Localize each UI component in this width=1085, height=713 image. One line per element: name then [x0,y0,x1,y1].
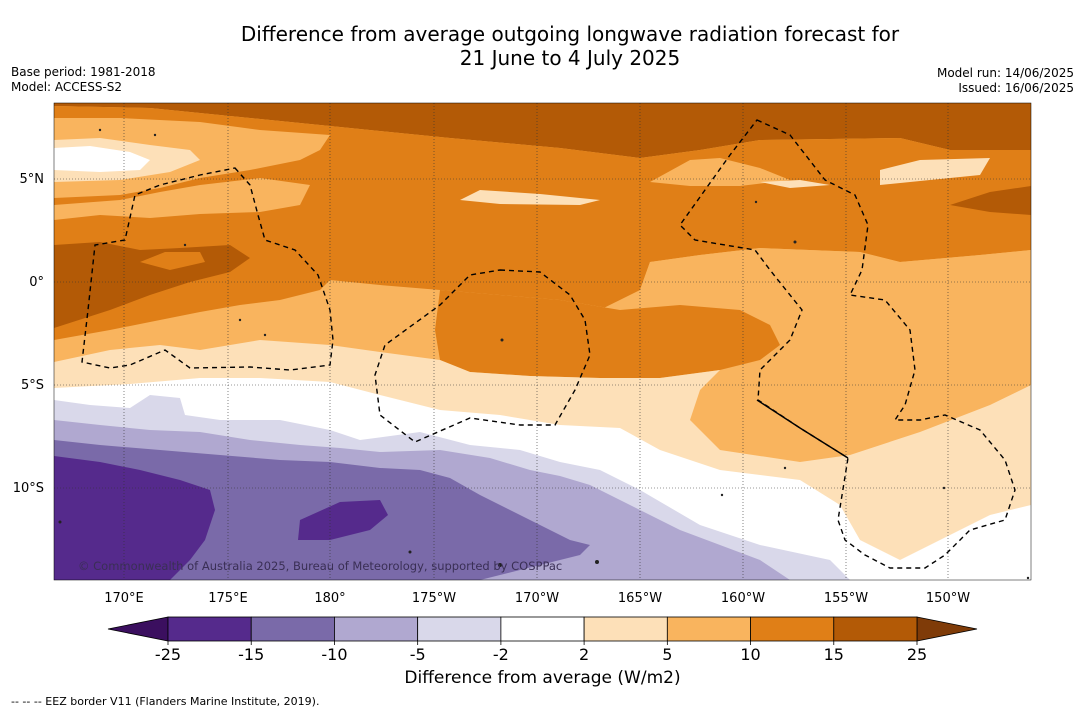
field-5-10-north-strip [54,178,310,220]
field-15-25-west [54,242,250,328]
colorbar-over-arrow [916,616,978,642]
field-2-5-northeast-b [760,180,830,188]
lon-label: 180° [314,591,345,606]
field-15-25-north [54,103,1031,158]
field-2-5-central-strip [460,190,600,205]
lon-label: 175°W [412,591,456,606]
lon-label: 155°W [824,591,868,606]
issued-date: Issued: 16/06/2025 [958,81,1074,95]
eez-borders [81,119,1016,569]
islands [58,128,1030,580]
eez-legend: -- -- -- EEZ border V11 (Flanders Marine… [11,695,320,708]
colorbar-under-arrow [107,616,169,642]
colorbar-swatch [417,616,502,642]
colorbar-swatch [167,616,252,642]
colorbar-swatch [500,616,585,642]
title-line-1: Difference from average outgoing longwav… [240,22,900,46]
eez-east [679,119,1016,569]
eez-west [81,167,334,371]
graticule [54,103,1031,580]
lon-label: 175°E [208,591,248,606]
lat-label: 10°S [13,481,44,496]
colorbar-swatch [583,616,668,642]
colorbar-tick-label: -10 [321,645,347,664]
colorbar-tick-label: 5 [662,645,672,664]
field-2-5-northeast [880,158,990,185]
lon-label: 160°W [721,591,765,606]
field-10-15-north [54,106,1031,340]
colorbar-swatch [666,616,751,642]
map-frame [53,102,1032,581]
colorbar-tick-label: -25 [155,645,181,664]
base-period: Base period: 1981-2018 [11,65,156,79]
lat-label: 5°N [20,172,45,187]
lon-label: 170°E [104,591,144,606]
lat-label: 0° [29,275,44,290]
colorbar-tick-label: 2 [579,645,589,664]
field-minus15-minus25-central [298,500,388,540]
colorbar-swatch [750,616,835,642]
field-15-25-northeast [950,186,1031,215]
run-info: Model run: 14/06/2025 Issued: 16/06/2025 [937,66,1074,96]
lat-label: 5°S [21,378,44,393]
field-10-15-west-inner [140,252,205,270]
colorbar-swatch [250,616,335,642]
lon-label: 150°W [926,591,970,606]
colorbar-tick-label: -5 [410,645,426,664]
model-info: Base period: 1981-2018 Model: ACCESS-S2 [11,65,156,95]
latitude-labels: 5°N 0° 5°S 10°S [13,172,44,496]
colorbar-tick-label: 15 [824,645,844,664]
map-title: Difference from average outgoing longwav… [120,22,1020,70]
colorbar-tick-label: -15 [238,645,264,664]
colorbar-tick-label: 25 [907,645,927,664]
eez-segment-solid [756,399,849,459]
colorbar-title: Difference from average (W/m2) [404,668,681,688]
model-run: Model run: 14/06/2025 [936,66,1074,80]
map-field [54,103,1031,580]
colorbar-swatch [833,616,918,642]
eez-central [374,269,591,443]
lon-label: 165°W [618,591,662,606]
field-10-15-central [435,290,780,378]
colorbar: -25 -15 -10 -5 -2 2 5 10 15 25 [107,616,978,664]
lon-label: 170°W [515,591,559,606]
colorbar-swatch [334,616,419,642]
colorbar-tick-label: -2 [493,645,509,664]
model-name: Model: ACCESS-S2 [11,80,123,94]
field-neutral-northwest [54,146,150,172]
longitude-labels: 170°E 175°E 180° 175°W 170°W 165°W 160°W 155°W 1… [104,591,970,606]
title-line-2: 21 June to 4 July 2025 [459,46,681,70]
colorbar-tick-label: 10 [740,645,760,664]
field-minus15-minus25-west [54,456,215,580]
copyright-notice: © Commonwealth of Australia 2025, Bureau… [78,559,562,573]
